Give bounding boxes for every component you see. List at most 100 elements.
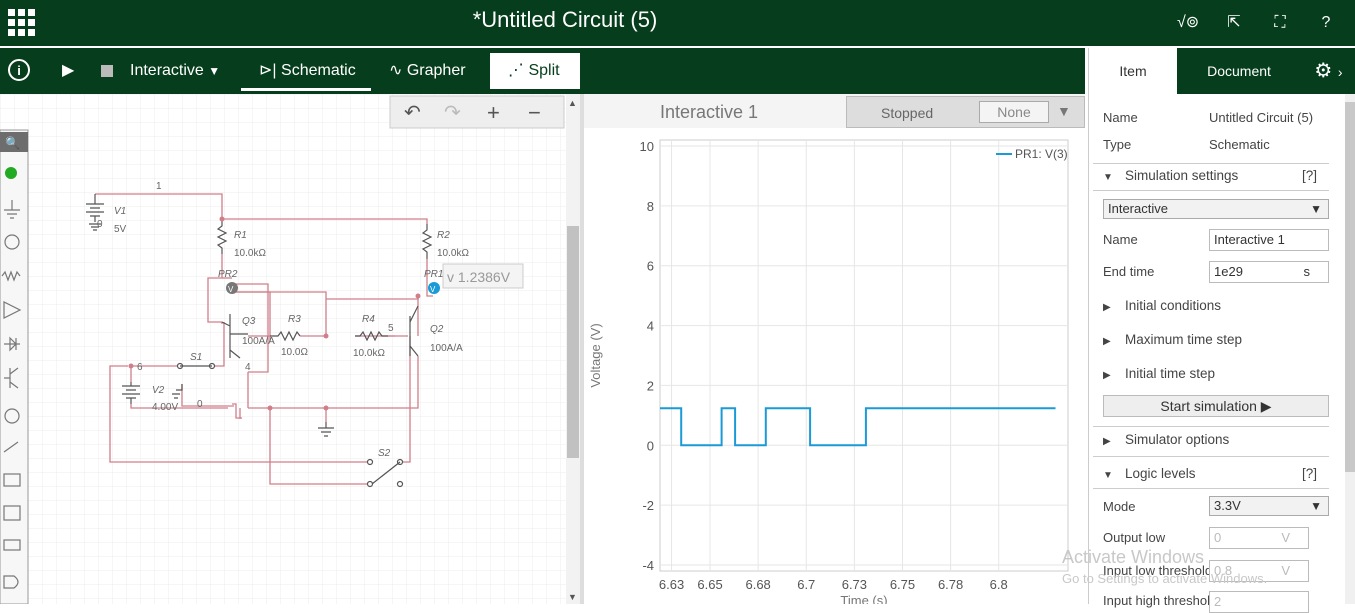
q3-value: 100A/A	[242, 336, 275, 347]
plot-area[interactable]	[659, 139, 1069, 572]
resistor-r2-icon[interactable]	[421, 224, 433, 259]
palette-transistor-icon[interactable]	[4, 367, 19, 389]
schematic-scrollbar-thumb[interactable]	[567, 226, 579, 458]
palette-switch-icon[interactable]	[3, 441, 19, 453]
tab-item[interactable]: Item	[1089, 48, 1177, 94]
simulation-status: Stopped None ▼	[846, 96, 1085, 128]
stop-icon[interactable]	[101, 65, 113, 77]
play-icon[interactable]: ▶	[62, 62, 75, 79]
fullscreen-icon[interactable]: ⛶	[1274, 14, 1286, 31]
x-tick-label: 6.68	[745, 577, 770, 592]
divider	[1093, 426, 1329, 427]
panel-scrollbar-thumb[interactable]	[1345, 102, 1355, 472]
input-high-input[interactable]: 2	[1209, 591, 1309, 613]
tab-grapher[interactable]: ∿ Grapher	[389, 48, 466, 94]
tab-split-label: Split	[528, 62, 560, 79]
battery-v1-icon[interactable]	[86, 194, 104, 231]
sqrt-equation-icon[interactable]: √⊚	[1177, 14, 1200, 31]
chevron-right-icon[interactable]: ›	[1337, 64, 1343, 80]
scroll-down-icon[interactable]: ▼	[568, 592, 577, 602]
input-low-input[interactable]: 0.8 V	[1209, 560, 1309, 582]
logic-levels-header[interactable]: ▼ Logic levels [?]	[1103, 466, 1331, 481]
voltage-chart[interactable]: -4 -2 0 2 4 6 8 10 6.63 6.65 6.68 6.7 6.73 6.75 6.78 6.…	[584, 128, 1085, 604]
palette-ic-icon[interactable]	[3, 473, 21, 487]
palette-ac-source-icon[interactable]	[4, 234, 20, 250]
external-link-icon[interactable]: ⇱	[1227, 14, 1241, 31]
palette-search-icon[interactable]: 🔍	[5, 135, 20, 150]
zoom-out-icon[interactable]: −	[528, 100, 541, 125]
collapsed-triangle-icon: ▶	[1103, 370, 1111, 381]
simulation-settings-header[interactable]: ▼ Simulation settings [?]	[1103, 168, 1331, 183]
palette-timer-icon[interactable]	[3, 505, 21, 521]
switch-s2-icon[interactable]	[371, 461, 401, 485]
sim-name-label: Name	[1103, 232, 1138, 247]
probe-pr2-icon[interactable]	[226, 282, 238, 294]
r2-label: R2	[437, 230, 450, 241]
scroll-up-icon[interactable]: ▲	[568, 98, 577, 108]
active-tab-underline	[241, 88, 371, 91]
transistor-q3-icon[interactable]	[221, 314, 248, 359]
palette-opamp-icon[interactable]	[3, 301, 22, 319]
resistor-r3-icon[interactable]	[270, 330, 301, 342]
redo-icon[interactable]: ↷	[444, 102, 461, 124]
r3-value: 10.0Ω	[281, 347, 308, 358]
schematic-canvas[interactable]: 🔍 ↶ ↷ + − ▲ ▼	[0, 94, 580, 604]
max-time-step-header[interactable]: ▶ Maximum time step	[1103, 332, 1331, 347]
transistor-q2-icon[interactable]	[409, 305, 419, 357]
palette-voltmeter-icon[interactable]	[5, 167, 17, 179]
zoom-in-icon[interactable]: +	[487, 100, 500, 125]
q2-value: 100A/A	[430, 343, 463, 354]
ground-v2-icon[interactable]	[172, 384, 183, 399]
q2-label: Q2	[430, 324, 444, 335]
palette-and-gate-icon[interactable]	[3, 575, 19, 589]
simulation-mode-select[interactable]: Interactive ▼	[1103, 199, 1329, 219]
info-icon[interactable]: i	[8, 59, 30, 81]
simulation-settings-label: Simulation settings	[1125, 168, 1239, 183]
mode-dropdown-label: Interactive	[130, 62, 204, 79]
resistor-r4-icon[interactable]	[355, 330, 388, 342]
start-simulation-button[interactable]: Start simulation ▶	[1103, 395, 1329, 417]
palette-ground-icon[interactable]	[4, 200, 20, 219]
tab-split[interactable]: ⋰ Split	[490, 53, 580, 89]
resistor-r1-icon[interactable]	[216, 219, 228, 254]
chevron-down-icon: ▼	[1310, 202, 1322, 216]
battery-v2-icon[interactable]	[122, 382, 140, 404]
name-value: Untitled Circuit (5)	[1209, 110, 1314, 125]
apps-grid-icon[interactable]	[8, 9, 38, 37]
sim-name-input[interactable]: Interactive 1	[1209, 229, 1329, 251]
pane-splitter[interactable]	[580, 94, 584, 604]
gear-icon[interactable]: ⚙ ›	[1314, 60, 1343, 82]
mode-dropdown[interactable]: Interactive ▼	[130, 48, 220, 94]
sim-help-link[interactable]: [?]	[1301, 168, 1317, 183]
chevron-down-icon[interactable]: ▼	[1057, 103, 1071, 119]
cursor-select[interactable]: None	[979, 101, 1049, 123]
tab-document[interactable]: Document	[1207, 63, 1271, 79]
probe-pr1-v: V	[430, 285, 436, 294]
probe-pr1-icon[interactable]	[428, 282, 440, 294]
divider	[1093, 488, 1329, 489]
x-tick-label: 6.65	[697, 577, 722, 592]
simulator-options-header[interactable]: ▶ Simulator options	[1103, 432, 1331, 447]
tab-schematic[interactable]: ⊳| Schematic	[259, 48, 356, 94]
palette-diode-icon[interactable]	[4, 336, 20, 352]
palette-resistor-icon[interactable]	[1, 270, 21, 282]
circuit-title[interactable]: *Untitled Circuit (5)	[472, 7, 658, 32]
cursor-select-value: None	[997, 104, 1031, 120]
logic-help-link[interactable]: [?]	[1301, 466, 1317, 481]
ground-icon[interactable]	[318, 422, 334, 437]
undo-icon[interactable]: ↶	[404, 102, 421, 124]
help-icon[interactable]: ?	[1321, 14, 1331, 31]
initial-conditions-header[interactable]: ▶ Initial conditions	[1103, 298, 1331, 313]
end-time-input[interactable]: 1e29 s	[1209, 261, 1329, 283]
tab-grapher-label: Grapher	[406, 62, 466, 79]
node-6-label: 6	[137, 362, 143, 373]
palette-connector-icon[interactable]	[3, 539, 21, 551]
initial-time-step-header[interactable]: ▶ Initial time step	[1103, 366, 1331, 381]
logic-mode-select[interactable]: 3.3V ▼	[1209, 496, 1329, 516]
palette-lamp-icon[interactable]	[4, 408, 20, 424]
x-tick-label: 6.7	[797, 577, 815, 592]
panel-scrollbar[interactable]	[1345, 94, 1355, 604]
y-tick-label: 4	[647, 319, 654, 334]
series-line-pr1[interactable]	[660, 407, 1056, 447]
